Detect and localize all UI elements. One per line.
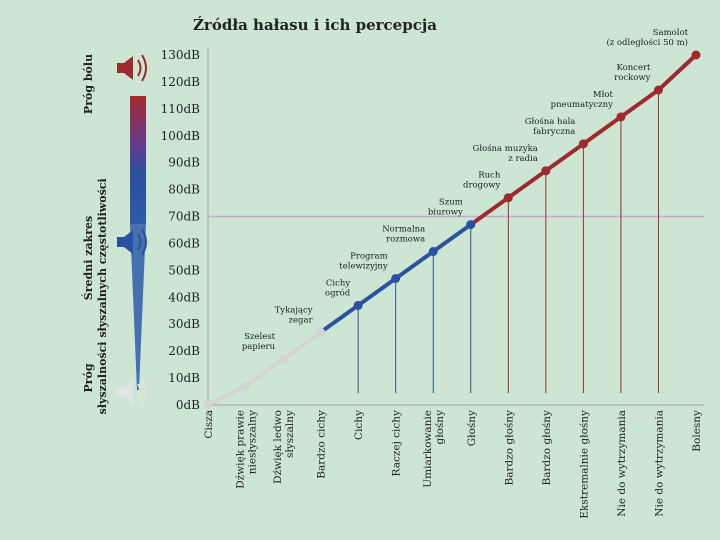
series-segment: [431, 222, 473, 254]
annotation-label: Normalna rozmowa: [382, 225, 425, 245]
intensity-bar: [130, 96, 146, 224]
axes: 0dB 10dB 20dB 30dB 40dB 50dB 60dB 70dB 80dB 90dB 1…: [161, 47, 704, 412]
series-segment: [506, 168, 548, 200]
x-tick-label: Cisza: [203, 410, 215, 439]
data-point: [428, 247, 438, 257]
annotation-label: Szum biurowy: [428, 198, 463, 218]
data-point: [616, 112, 626, 122]
x-tick-label: Cichy: [353, 410, 365, 440]
mid-range-label: Średni zakressłyszalnych częstotliwości: [81, 178, 109, 337]
y-tick-label: 90dB: [168, 156, 200, 170]
data-point: [503, 193, 513, 203]
annotation-label: Program telewizyjny: [339, 251, 388, 271]
hearing-threshold-label: Prógsłyszalności: [82, 342, 109, 415]
y-tick-label: 30dB: [168, 317, 200, 331]
annotation-label: Tykający zegar: [275, 305, 314, 325]
y-tick-label: 110dB: [161, 102, 201, 116]
y-tick-label: 60dB: [168, 236, 200, 250]
x-tick-label: Nie do wytrzymania: [616, 410, 628, 517]
annotation-label: Szelest papieru: [242, 332, 276, 352]
intensity-taper: [130, 224, 146, 390]
series-segment: [393, 249, 436, 281]
x-tick-label: Bardzo głośny: [503, 410, 515, 486]
y-tick-label: 10dB: [168, 371, 200, 385]
series-segment: [618, 88, 661, 119]
data-point: [203, 400, 213, 410]
pain-threshold-label: Próg bólu: [82, 54, 95, 114]
data-point: [653, 85, 663, 95]
data-point: [353, 300, 363, 310]
annotation-label: Głośna muzyka z radia: [473, 143, 538, 164]
x-tick-labels: Cisza Dźwięk prawieniesłyszalny Dźwięk led…: [203, 410, 703, 519]
data-point: [691, 50, 701, 60]
series-segment: [356, 276, 398, 308]
series-segment: [543, 141, 586, 173]
series-segment: [468, 195, 511, 227]
annotation-label: Cichy ogród: [325, 278, 351, 298]
x-tick-label: Umiarkowaniegłośny: [422, 410, 446, 488]
side-legend: Próg bólu Średni zakressłyszalnych często…: [81, 54, 147, 415]
x-tick-label: Dźwięk ledwosłyszalny: [272, 410, 296, 484]
series-segment: [656, 53, 698, 92]
data-point: [278, 354, 288, 364]
data-point: [391, 273, 401, 283]
data-point: [578, 139, 588, 149]
y-tick-label: 100dB: [161, 129, 201, 143]
data-point: [466, 220, 476, 230]
y-tick-label: 120dB: [161, 75, 201, 89]
series-segment: [281, 330, 323, 362]
x-tick-label: Dźwięk prawieniesłyszalny: [235, 410, 259, 489]
data-point: [316, 327, 326, 337]
speaker-quiet-icon: [117, 378, 147, 406]
series-segment: [318, 303, 361, 335]
series-segment: [581, 114, 623, 146]
series-segment: [243, 357, 286, 389]
annotation-label: Ruch drogowy: [463, 171, 501, 191]
x-tick-label: Bardzo głośny: [541, 410, 553, 486]
annotation-label: Młot pneumatyczny: [551, 90, 614, 110]
annotation-label: Samolot (z odległości 50 m): [606, 28, 688, 48]
x-tick-label: Ekstremalnie głośny: [578, 410, 590, 519]
x-tick-label: Bardzo cichy: [316, 410, 328, 479]
y-tick-label: 70dB: [168, 210, 200, 224]
y-tick-label: 50dB: [168, 263, 200, 277]
series-segment: [206, 384, 248, 407]
y-tick-label: 0dB: [176, 398, 200, 412]
y-tick-label: 80dB: [168, 183, 200, 197]
speaker-mid-icon: [117, 228, 147, 256]
data-point: [541, 166, 551, 176]
x-tick-label: Bolesny: [691, 410, 703, 452]
series-marks: [203, 50, 701, 410]
x-tick-label: Raczej cichy: [391, 410, 403, 477]
annotation-label: Koncert rockowy: [614, 63, 651, 83]
x-tick-label: Nie do wytrzymania: [653, 410, 665, 517]
y-tick-label: 130dB: [161, 48, 201, 62]
annotation-label: Głośna hala fabryczna: [525, 116, 576, 137]
annotations: Szelest papieru Tykający zegar Cichy ogród Pro…: [242, 28, 689, 352]
y-tick-label: 20dB: [168, 344, 200, 358]
data-point: [241, 381, 251, 391]
y-tick-label: 40dB: [168, 290, 200, 304]
speaker-loud-icon: [117, 54, 147, 82]
x-tick-label: Głośny: [466, 410, 478, 446]
chart-title: Źródła hałasu i ich percepcja: [193, 16, 437, 34]
